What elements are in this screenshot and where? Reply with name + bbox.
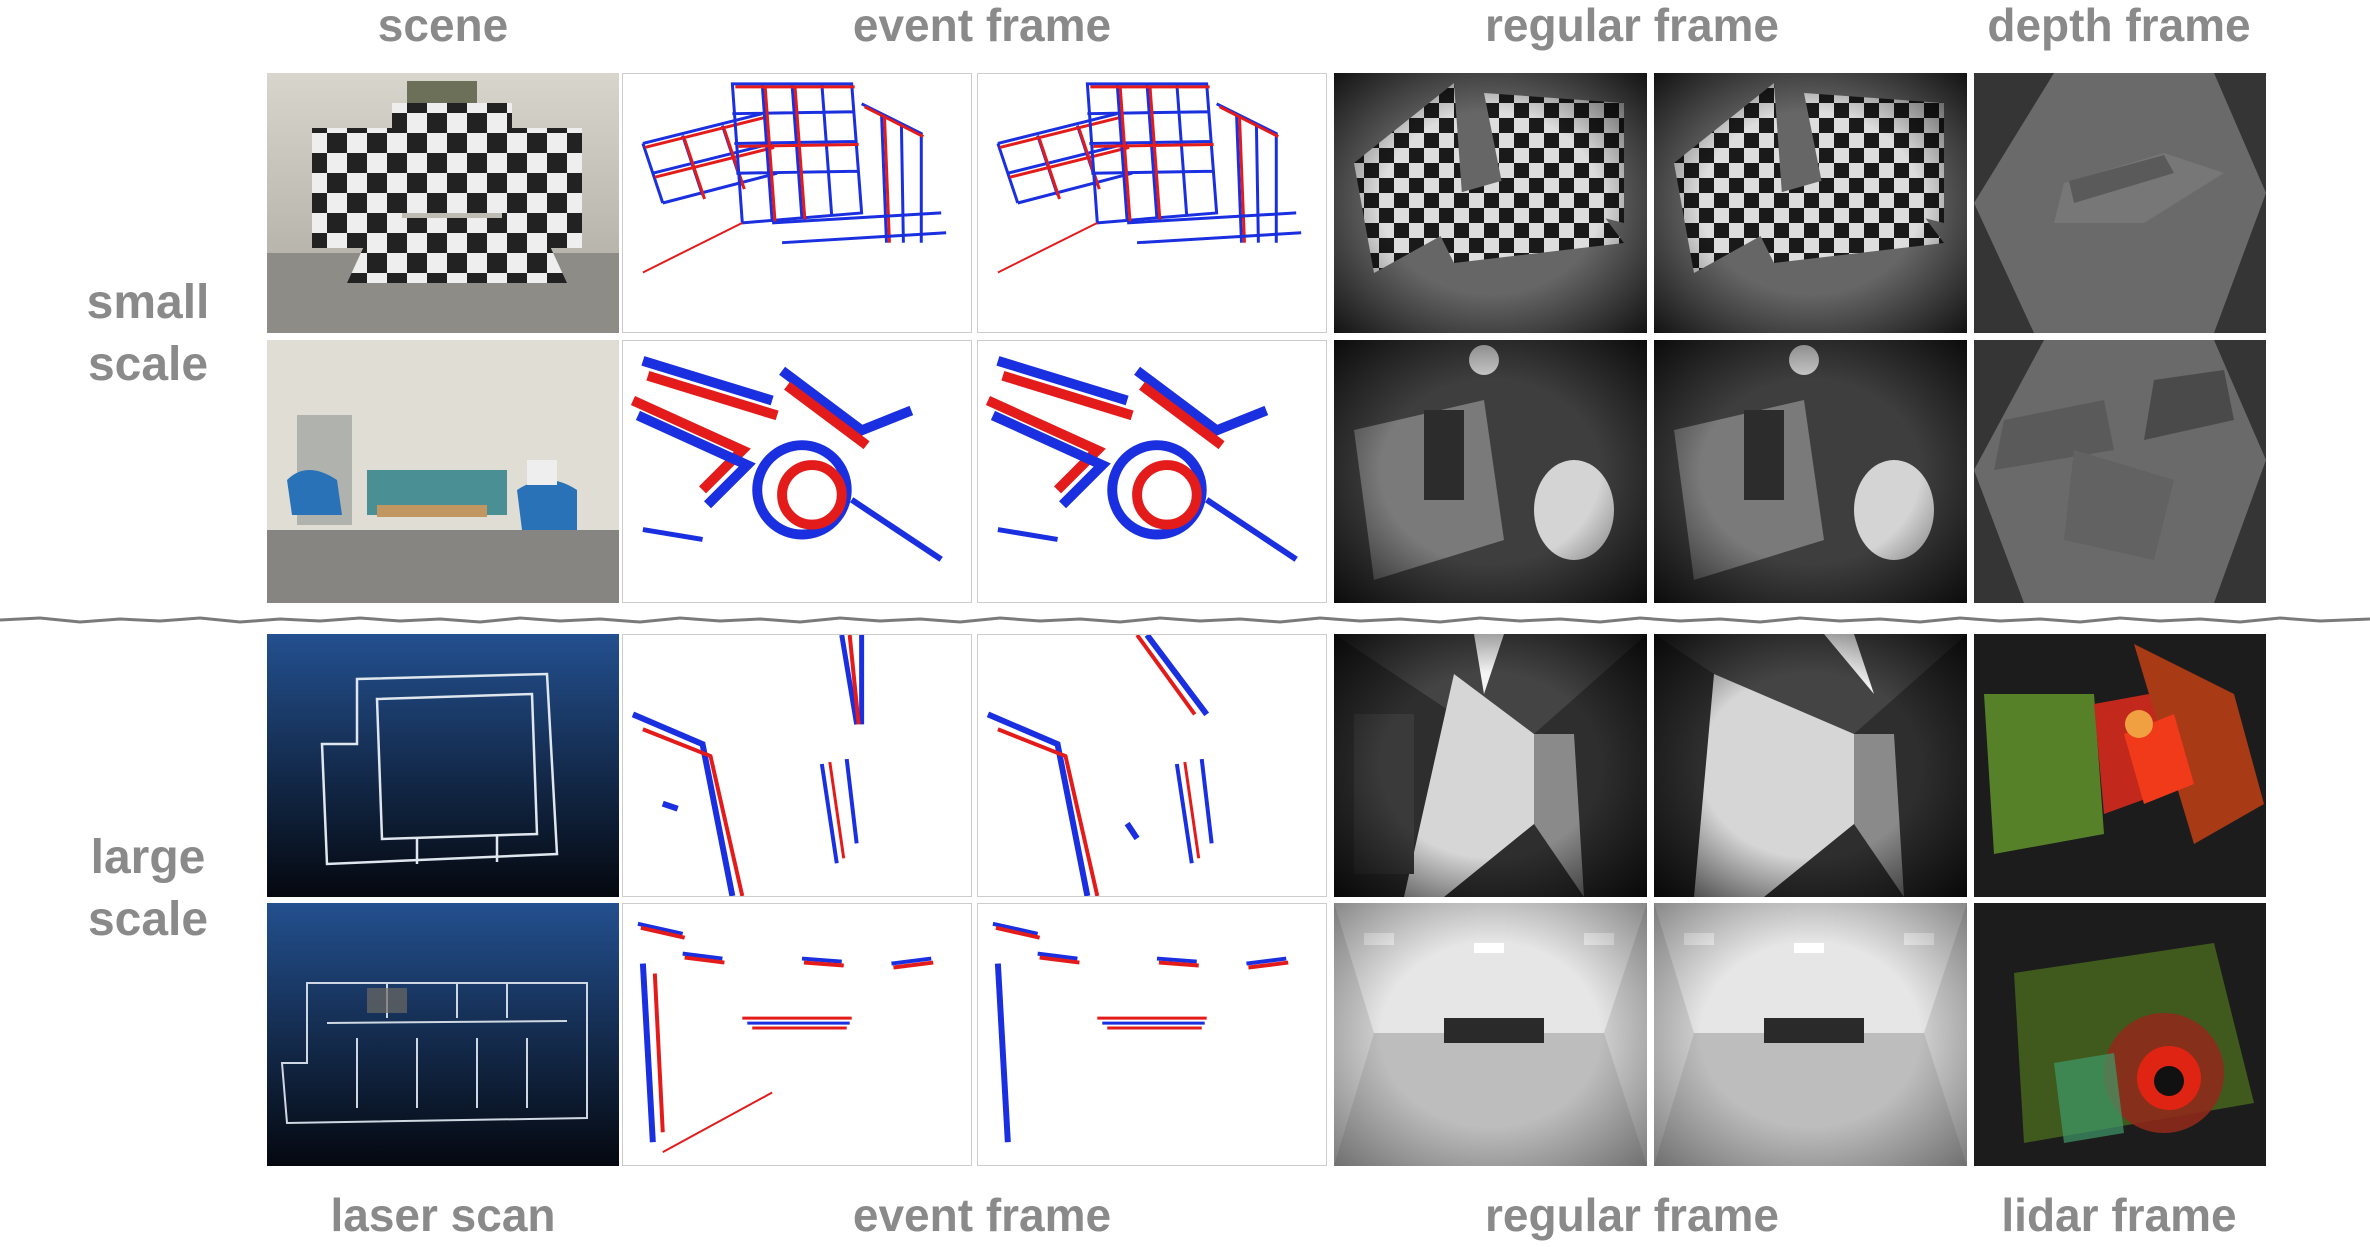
scene-living-room-photo xyxy=(267,340,619,603)
row-label-large-line1: large xyxy=(90,831,206,884)
row-label-large-scale: large scale xyxy=(38,827,258,951)
event-frame-corridor-2 xyxy=(977,634,1327,897)
regular-frame-living-room-1 xyxy=(1334,340,1647,603)
regular-frame-living-room-2 xyxy=(1654,340,1967,603)
header-lidar-frame: lidar frame xyxy=(2001,1189,2237,1241)
regular-frame-checkerboard-2 xyxy=(1654,73,1967,333)
regular-frame-corridor-2 xyxy=(1654,634,1967,897)
row-label-small-line2: scale xyxy=(87,338,209,391)
row-label-small-line1: small xyxy=(86,276,210,329)
laser-scan-office-map xyxy=(267,903,619,1166)
section-divider xyxy=(0,616,2370,624)
lidar-frame-corridor xyxy=(1974,634,2266,897)
event-frame-living-room-1 xyxy=(622,340,972,603)
header-regular-frame-bottom: regular frame xyxy=(1484,1189,1780,1241)
header-laser-scan: laser scan xyxy=(330,1189,556,1241)
event-frame-checkerboard-2 xyxy=(977,73,1327,333)
header-event-frame-bottom: event frame xyxy=(852,1189,1112,1241)
header-event-frame-top: event frame xyxy=(852,0,1112,51)
header-depth-frame: depth frame xyxy=(1987,0,2251,51)
header-regular-frame-top: regular frame xyxy=(1484,0,1780,51)
event-frame-corridor-1 xyxy=(622,634,972,897)
regular-frame-office-2 xyxy=(1654,903,1967,1166)
regular-frame-checkerboard-1 xyxy=(1334,73,1647,333)
depth-frame-checkerboard xyxy=(1974,73,2266,333)
event-frame-living-room-2 xyxy=(977,340,1327,603)
row-label-small-scale: small scale xyxy=(38,272,258,396)
scene-checkerboard-photo xyxy=(267,73,619,333)
event-frame-checkerboard-1 xyxy=(622,73,972,333)
row-label-large-line2: scale xyxy=(87,893,209,946)
regular-frame-office-1 xyxy=(1334,903,1647,1166)
laser-scan-corridor-map xyxy=(267,634,619,897)
event-frame-office-1 xyxy=(622,903,972,1166)
lidar-frame-office xyxy=(1974,903,2266,1166)
regular-frame-corridor-1 xyxy=(1334,634,1647,897)
depth-frame-living-room xyxy=(1974,340,2266,603)
event-frame-office-2 xyxy=(977,903,1327,1166)
header-scene: scene xyxy=(377,0,509,51)
